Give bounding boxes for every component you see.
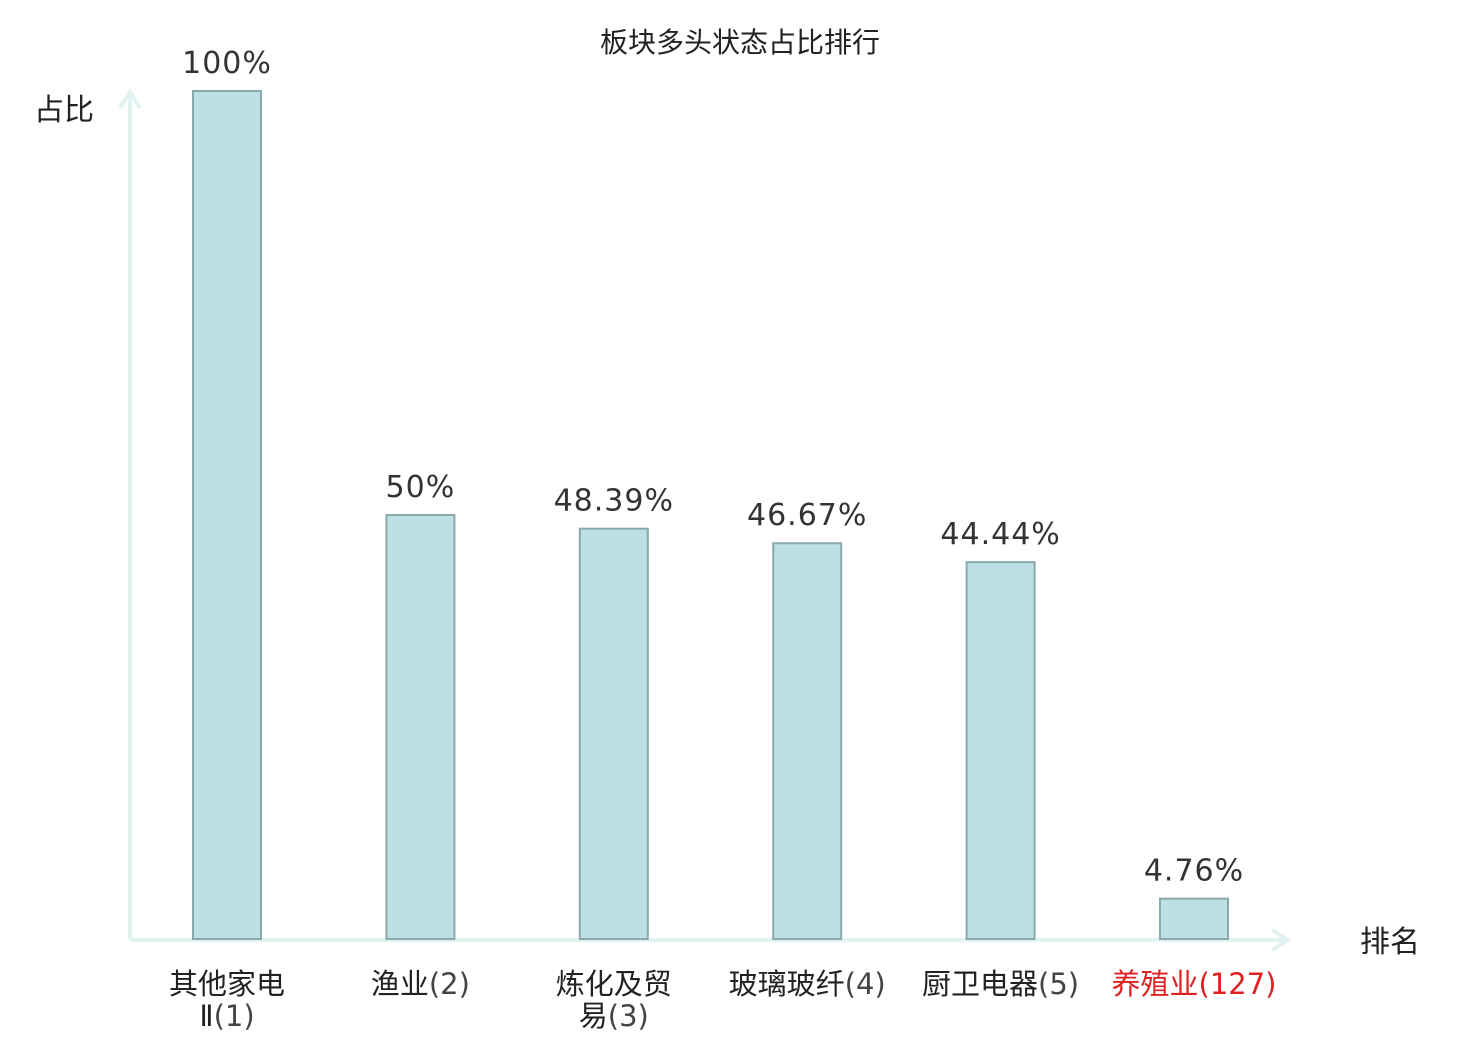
x-axis-arrow	[1270, 928, 1292, 952]
category-label-5: 厨卫电器(5)	[922, 967, 1079, 1001]
bar-6	[1159, 897, 1229, 940]
bar-2	[385, 514, 456, 940]
value-label-6: 4.76%	[1144, 854, 1244, 889]
bar-5	[965, 561, 1036, 940]
category-label-6: 养殖业(127)	[1112, 967, 1277, 1001]
value-label-2: 50%	[386, 470, 456, 505]
value-label-1: 100%	[182, 46, 272, 81]
bars-group	[192, 90, 1229, 940]
value-label-5: 44.44%	[940, 517, 1060, 552]
chart-title: 板块多头状态占比排行	[600, 26, 880, 59]
bar-1	[192, 90, 262, 940]
value-labels-group: 100% 50% 48.39% 46.67% 44.44% 4.76%	[182, 46, 1244, 889]
x-axis-label: 排名	[1360, 925, 1420, 960]
value-label-4: 46.67%	[747, 498, 867, 533]
value-label-3: 48.39%	[554, 484, 674, 519]
y-axis-arrow	[118, 88, 142, 110]
bar-3	[578, 527, 649, 940]
category-labels-group: 其他家电 Ⅱ(1) 渔业(2) 炼化及贸易(3) 玻璃玻纤(4) 厨卫电器(5) 养殖业(1…	[169, 967, 1277, 1033]
y-axis-label: 占比	[34, 93, 94, 128]
category-label-4: 玻璃玻纤(4)	[729, 967, 886, 1001]
category-label-1: 其他家电 Ⅱ(1)	[169, 967, 285, 1033]
bar-4	[772, 542, 843, 940]
category-label-2: 渔业(2)	[371, 967, 470, 1001]
category-label-3: 炼化及贸易(3)	[556, 967, 672, 1033]
